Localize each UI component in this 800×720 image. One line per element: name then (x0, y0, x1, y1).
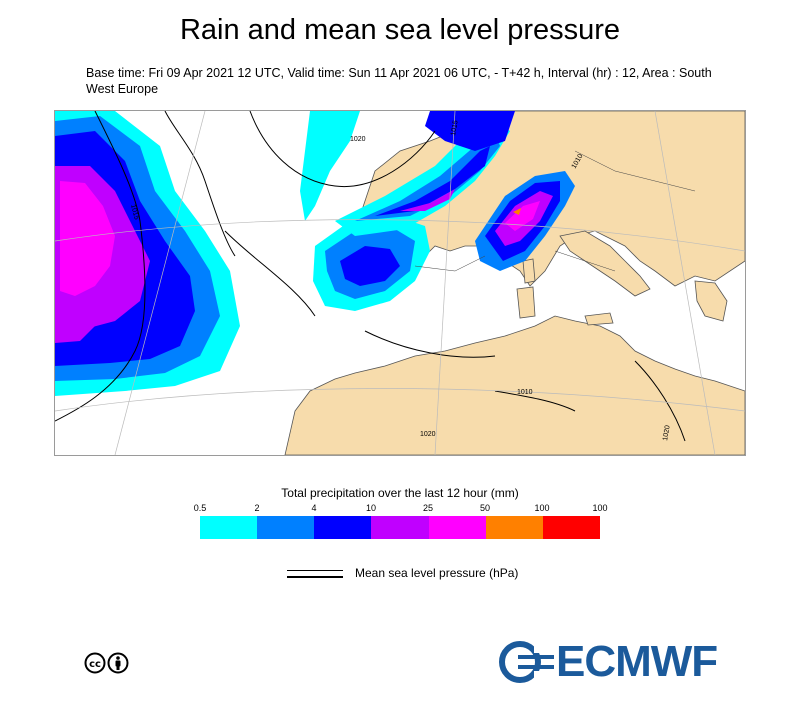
colorbar-segment (428, 516, 486, 539)
ecmwf-logo: ECMWF (498, 637, 728, 686)
isobar-label: 1010 (517, 389, 533, 396)
isobar-label: 1020 (420, 431, 436, 438)
precip-legend-title: Total precipitation over the last 12 hou… (281, 486, 519, 500)
chart-subtitle: Base time: Fri 09 Apr 2021 12 UTC, Valid… (86, 66, 712, 96)
ecmwf-emblem-icon (499, 640, 554, 684)
isobars (55, 111, 686, 442)
ecmwf-logo-text: ECMWF (556, 637, 718, 686)
land-sicily (584, 312, 614, 326)
legend-tick: 10 (365, 503, 377, 513)
legend-tick: 50 (479, 503, 491, 513)
legend-tick: 4 (311, 503, 317, 513)
land-italy (559, 230, 651, 297)
legend-tick: 100 (592, 503, 608, 513)
colorbar-segment (542, 516, 600, 539)
svg-text:cc: cc (89, 659, 101, 670)
legend-tick: 2 (254, 503, 260, 513)
precip-colorbar (200, 516, 600, 539)
land-africa (284, 315, 745, 455)
isobar-label: 1015 (450, 120, 460, 137)
graticule (55, 111, 745, 455)
country-borders (414, 150, 696, 272)
land-greece (694, 280, 728, 322)
precip-north (300, 111, 515, 221)
precip-iberia (313, 216, 430, 311)
mslp-line-thick (287, 576, 343, 578)
precip-atlantic (55, 111, 240, 396)
colorbar-segment (314, 516, 372, 539)
isobar-label: 1020 (662, 425, 672, 442)
colorbar-segment (200, 516, 258, 539)
weather-map: 1015 1010 1020 1020 1015 1010 1020 (54, 110, 746, 456)
precip-legend-ticks: 0.5 2 4 10 25 50 100 100 (194, 503, 608, 515)
isobar-label: 1015 (129, 204, 140, 221)
legend-tick: 0.5 (193, 503, 207, 513)
precip-alps (475, 171, 575, 271)
colorbar-segment (485, 516, 543, 539)
isobar-label: 1020 (350, 136, 366, 143)
cc-by-icon: cc (84, 652, 130, 674)
legend-tick: 100 (534, 503, 550, 513)
mslp-line-thin (287, 570, 343, 571)
legend-tick: 25 (422, 503, 434, 513)
land-sardinia (516, 286, 536, 319)
mslp-legend: Mean sea level pressure (hPa) (287, 566, 587, 586)
land-corsica (522, 258, 536, 284)
colorbar-segment (371, 516, 429, 539)
chart-title: Rain and mean sea level pressure (179, 14, 621, 46)
colorbar-segment (257, 516, 315, 539)
mslp-legend-label: Mean sea level pressure (hPa) (355, 566, 519, 580)
